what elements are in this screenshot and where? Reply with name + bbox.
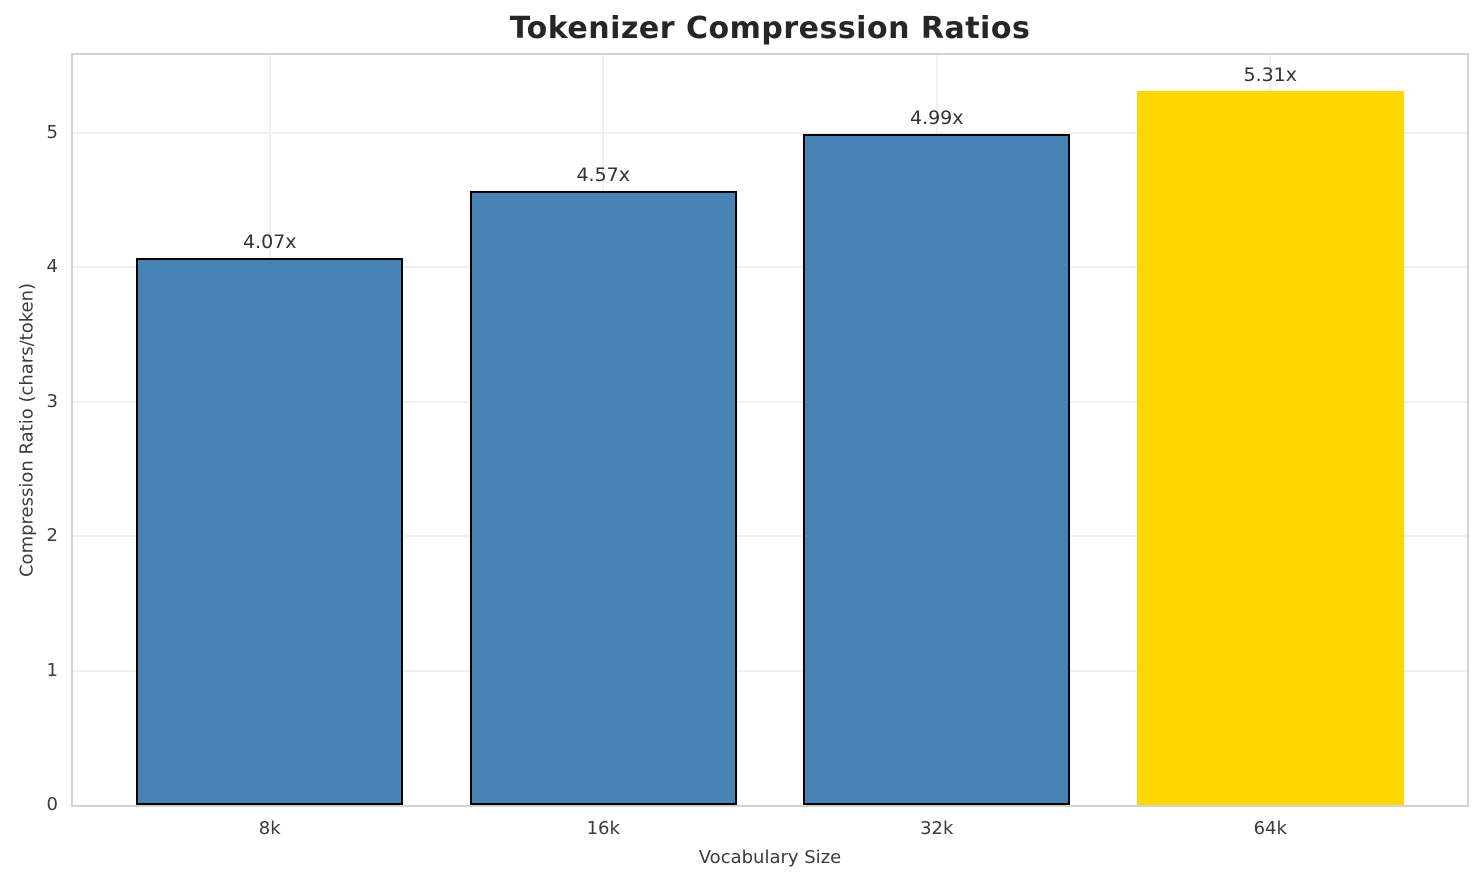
y-tick-label: 3: [46, 390, 58, 412]
y-tick-label: 4: [46, 256, 58, 278]
horizontal-gridline: [73, 669, 1467, 672]
y-tick-label: 0: [46, 794, 58, 815]
bar-value-label: 4.57x: [576, 163, 631, 186]
plot-area: 4.07x 4.57x 4.99x 5.31x: [71, 53, 1469, 807]
horizontal-gridline: [73, 535, 1467, 538]
bar-16k: [469, 190, 737, 805]
bar-32k: [803, 134, 1071, 805]
horizontal-gridline: [73, 131, 1467, 134]
bar-value-label: 4.99x: [909, 107, 964, 130]
bar-64k: [1136, 91, 1404, 805]
y-tick-label: 5: [46, 121, 58, 143]
y-tick-label: 1: [46, 659, 58, 681]
chart-title: Tokenizer Compression Ratios: [509, 11, 1031, 46]
bar-8k: [136, 257, 404, 805]
y-axis-label: Compression Ratio (chars/token): [16, 282, 38, 578]
bar-value-label: 5.31x: [1243, 64, 1298, 87]
x-tick-label: 64k: [1253, 818, 1287, 839]
x-axis-label: Vocabulary Size: [698, 847, 842, 868]
horizontal-gridline: [73, 266, 1467, 269]
x-tick-label: 16k: [586, 818, 620, 839]
x-tick-label: 32k: [920, 818, 954, 839]
bar-value-label: 4.07x: [242, 230, 297, 253]
x-tick-label: 8k: [258, 818, 281, 839]
y-tick-label: 2: [46, 525, 58, 547]
horizontal-gridline: [73, 400, 1467, 403]
